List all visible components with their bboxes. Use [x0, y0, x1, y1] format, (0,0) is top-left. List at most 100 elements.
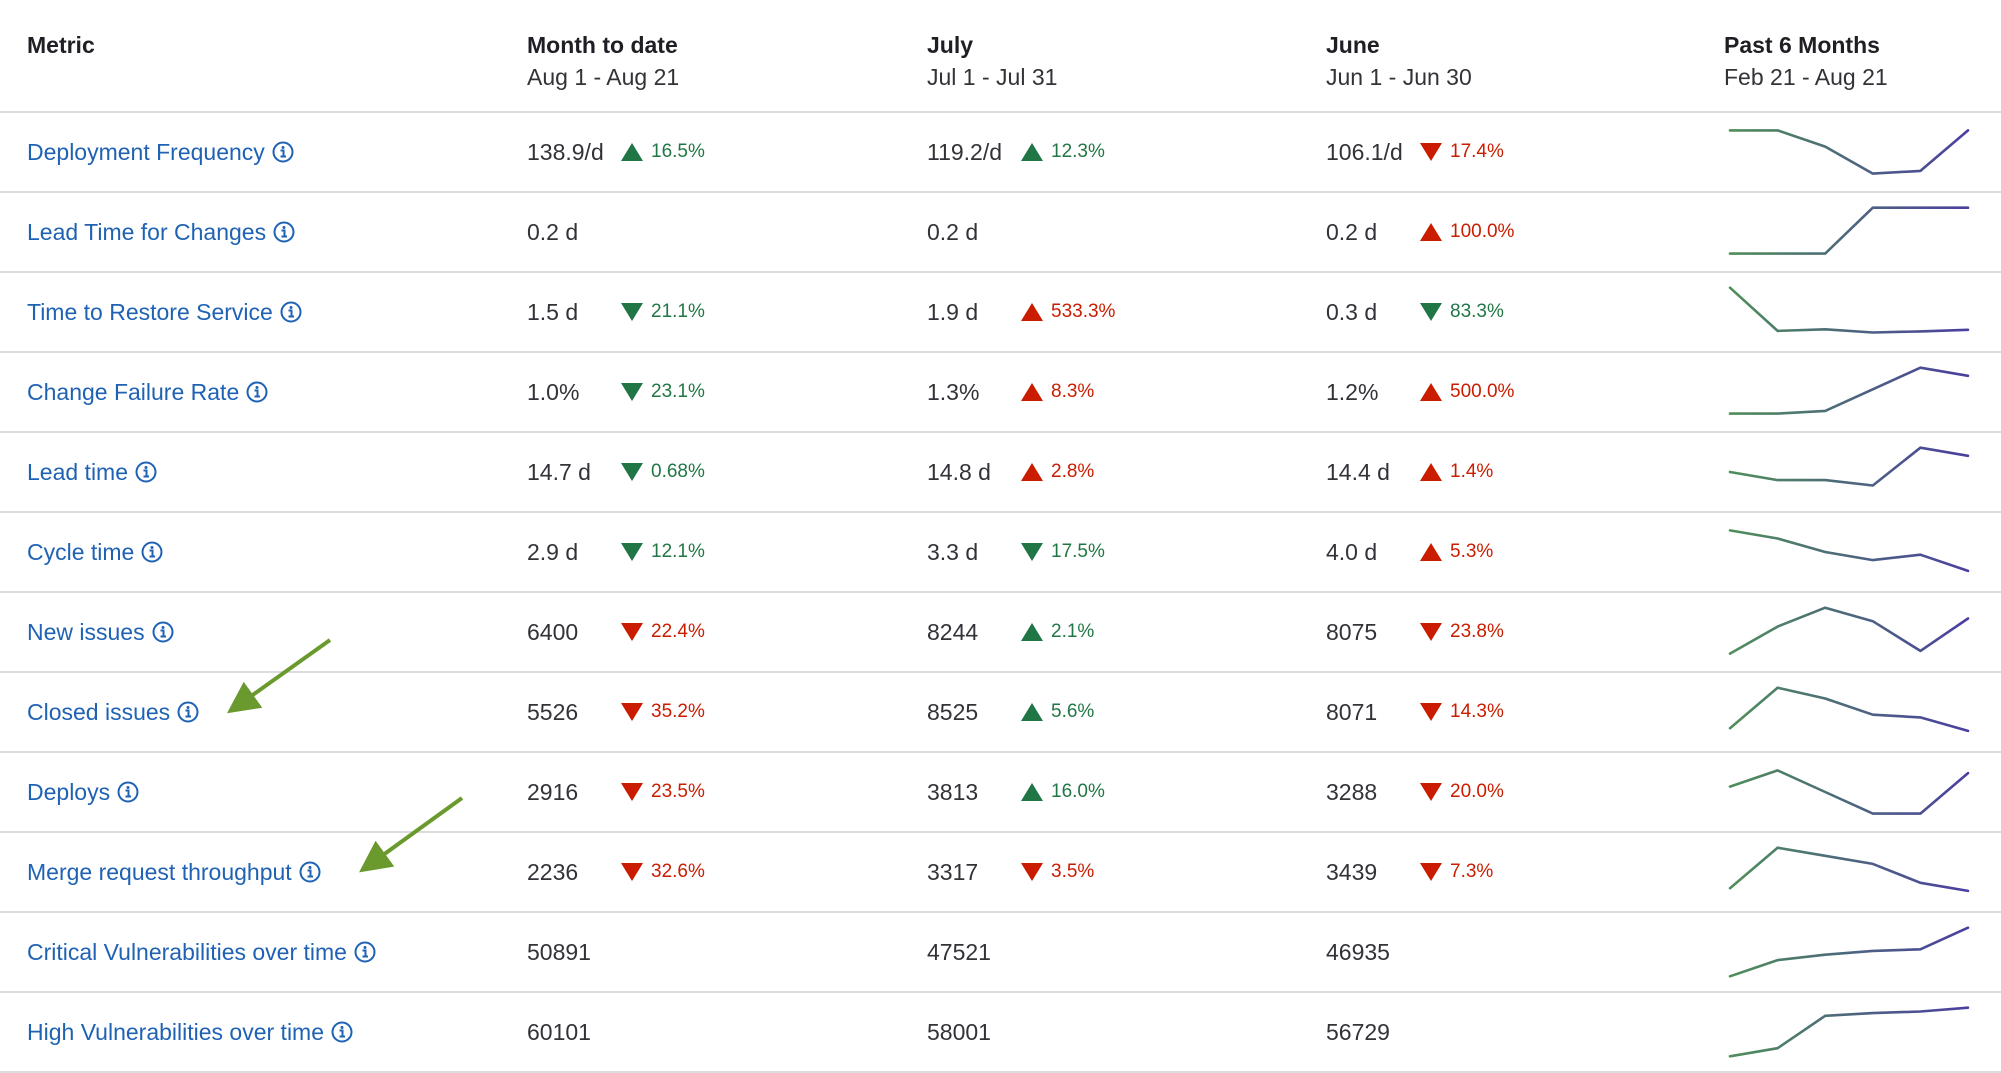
info-icon[interactable] [273, 221, 295, 243]
value-cell-jun: 3288 20.0% [1326, 753, 1706, 831]
info-icon[interactable] [117, 781, 139, 803]
column-header-june: June Jun 1 - Jun 30 [1326, 29, 1706, 93]
value-cell-mtd: 1.0% 23.1% [527, 353, 907, 431]
metric-value: 2.9 d [527, 538, 579, 565]
metric-link-change-failure-rate[interactable]: Change Failure Rate [27, 378, 240, 405]
value-cell-jul: 0.2 d [927, 193, 1307, 271]
info-icon[interactable] [141, 541, 163, 563]
metric-value: 3288 [1326, 778, 1378, 805]
metric-value: 8244 [927, 618, 979, 645]
sparkline [1728, 129, 1970, 175]
metric-value: 8075 [1326, 618, 1378, 645]
change-indicator: 21.1% [621, 301, 705, 323]
sparkline-line [1728, 686, 1970, 733]
metric-link-deployment-frequency[interactable]: Deployment Frequency [27, 138, 265, 165]
metric-link-lead-time-for-changes[interactable]: Lead Time for Changes [27, 218, 267, 245]
change-indicator: 100.0% [1420, 221, 1514, 243]
value-cell-mtd: 2.9 d 12.1% [527, 513, 907, 591]
triangle-down-icon [621, 463, 643, 481]
metric-link-cycle-time[interactable]: Cycle time [27, 538, 135, 565]
metric-value: 0.2 d [927, 218, 979, 245]
metric-link-merge-request-throughput[interactable]: Merge request throughput [27, 858, 292, 885]
change-percent: 7.3% [1450, 861, 1494, 882]
metric-value: 2916 [527, 778, 579, 805]
value-cell-jun: 8071 14.3% [1326, 673, 1706, 751]
value-cell-jul: 3813 16.0% [927, 753, 1307, 831]
column-date-range: Aug 1 - Aug 21 [527, 64, 680, 90]
triangle-up-icon [1021, 143, 1043, 161]
table-row: Change Failure Rate 1.0% 23.1% 1.3% 8.3% 1.2%… [0, 353, 2001, 433]
metric-link-new-issues[interactable]: New issues [27, 618, 145, 645]
change-indicator: 20.0% [1420, 781, 1504, 803]
column-title: June [1326, 32, 1380, 58]
change-indicator: 2.1% [1021, 621, 1094, 643]
metric-link-high-vulnerabilities-over-time[interactable]: High Vulnerabilities over time [27, 1018, 325, 1045]
change-indicator: 5.3% [1420, 541, 1493, 563]
table-row: High Vulnerabilities over time 60101 58001… [0, 993, 2001, 1073]
column-date-range: Jun 1 - Jun 30 [1326, 64, 1472, 90]
sparkline [1728, 606, 1970, 655]
change-indicator: 14.3% [1420, 701, 1504, 723]
value-cell-mtd: 2916 23.5% [527, 753, 907, 831]
metric-link-critical-vulnerabilities-over-time[interactable]: Critical Vulnerabilities over time [27, 938, 347, 965]
value-cell-jun: 1.2% 500.0% [1326, 353, 1706, 431]
sparkline-line [1728, 206, 1970, 255]
metrics-table: Metric Month to date Aug 1 - Aug 21 July… [0, 3, 2001, 1073]
metric-link-lead-time[interactable]: Lead time [27, 458, 129, 485]
change-percent: 35.2% [651, 701, 705, 722]
metric-value: 58001 [927, 1018, 991, 1045]
change-indicator: 23.8% [1420, 621, 1504, 643]
metric-value: 46935 [1326, 938, 1390, 965]
metric-value: 5526 [527, 698, 579, 725]
column-date-range: Jul 1 - Jul 31 [927, 64, 1058, 90]
metric-value: 56729 [1326, 1018, 1390, 1045]
metric-link-deploys[interactable]: Deploys [27, 778, 111, 805]
metric-link-time-to-restore-service[interactable]: Time to Restore Service [27, 298, 273, 325]
change-indicator: 16.0% [1021, 781, 1105, 803]
triangle-up-icon [621, 143, 643, 161]
value-cell-jun: 0.2 d 100.0% [1326, 193, 1706, 271]
metric-value: 3317 [927, 858, 979, 885]
change-percent: 16.5% [651, 141, 705, 162]
info-icon[interactable] [135, 461, 157, 483]
change-percent: 3.5% [1051, 861, 1095, 882]
change-percent: 21.1% [651, 301, 705, 322]
value-cell-jun: 8075 23.8% [1326, 593, 1706, 671]
table-header: Metric Month to date Aug 1 - Aug 21 July… [0, 3, 2001, 113]
metric-value: 3813 [927, 778, 979, 805]
info-icon[interactable] [246, 381, 268, 403]
info-icon[interactable] [354, 941, 376, 963]
metric-value: 0.3 d [1326, 298, 1378, 325]
metric-value: 3.3 d [927, 538, 979, 565]
change-indicator: 23.1% [621, 381, 705, 403]
info-icon[interactable] [152, 621, 174, 643]
triangle-up-icon [1021, 303, 1043, 321]
metric-link-closed-issues[interactable]: Closed issues [27, 698, 171, 725]
trend-cell [1724, 673, 1994, 751]
change-percent: 8.3% [1051, 381, 1095, 402]
info-icon[interactable] [272, 141, 294, 163]
metric-value: 14.4 d [1326, 458, 1390, 485]
change-percent: 0.68% [651, 461, 705, 482]
change-percent: 533.3% [1051, 301, 1116, 322]
change-indicator: 8.3% [1021, 381, 1094, 403]
trend-cell [1724, 913, 1994, 991]
metric-value: 4.0 d [1326, 538, 1378, 565]
change-indicator: 3.5% [1021, 861, 1094, 883]
triangle-up-icon [1420, 223, 1442, 241]
info-icon[interactable] [299, 861, 321, 883]
change-indicator: 0.68% [621, 461, 705, 483]
change-percent: 500.0% [1450, 381, 1515, 402]
column-date-range: Feb 21 - Aug 21 [1724, 64, 1888, 90]
value-cell-jul: 47521 [927, 913, 1307, 991]
metric-value: 106.1/d [1326, 138, 1403, 165]
value-cell-jun: 0.3 d 83.3% [1326, 273, 1706, 351]
info-icon[interactable] [177, 701, 199, 723]
value-cell-jul: 14.8 d 2.8% [927, 433, 1307, 511]
sparkline [1728, 286, 1970, 334]
info-icon[interactable] [280, 301, 302, 323]
triangle-down-icon [1420, 303, 1442, 321]
info-icon[interactable] [331, 1021, 353, 1043]
metric-value: 0.2 d [1326, 218, 1378, 245]
change-percent: 32.6% [651, 861, 705, 882]
